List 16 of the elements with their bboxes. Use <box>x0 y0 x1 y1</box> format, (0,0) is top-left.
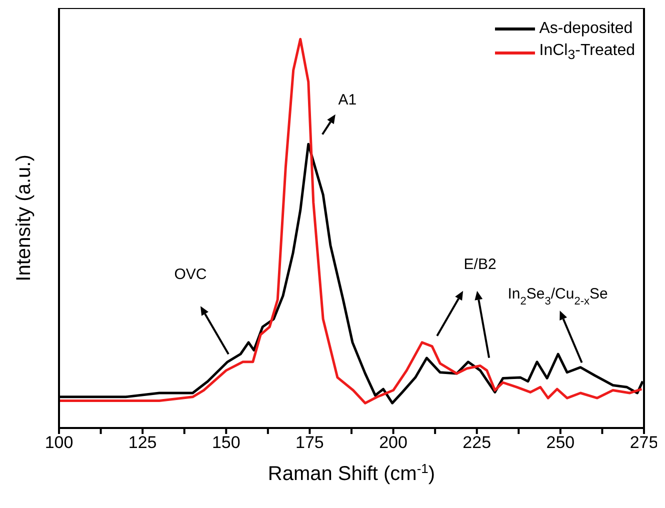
x-axis-title: Raman Shift (cm$^{-1}$) <box>268 460 436 485</box>
x-tick-label: 175 <box>296 433 324 452</box>
x-tick-label: 225 <box>462 433 492 452</box>
annotation: In$_{2}$Se$_{3}$/Cu$_{2-x}$Se <box>508 286 608 308</box>
x-tick-label: 100 <box>44 433 74 452</box>
x-tick-label: 250 <box>546 433 575 452</box>
x-tick-label: 125 <box>128 433 157 452</box>
x-tick-label: 275 <box>630 433 658 452</box>
legend-label: InCl$_{3}$-Treated <box>539 42 635 62</box>
y-axis-title: Intensity (a.u.) <box>13 154 35 282</box>
x-tick-label: 150 <box>212 433 240 452</box>
annotation: A1 <box>338 91 357 108</box>
annotation: OVC <box>174 266 207 284</box>
x-tick-label: 200 <box>379 433 408 452</box>
legend-label: As-deposited <box>539 20 633 37</box>
annotation: E/B2 <box>464 256 496 273</box>
